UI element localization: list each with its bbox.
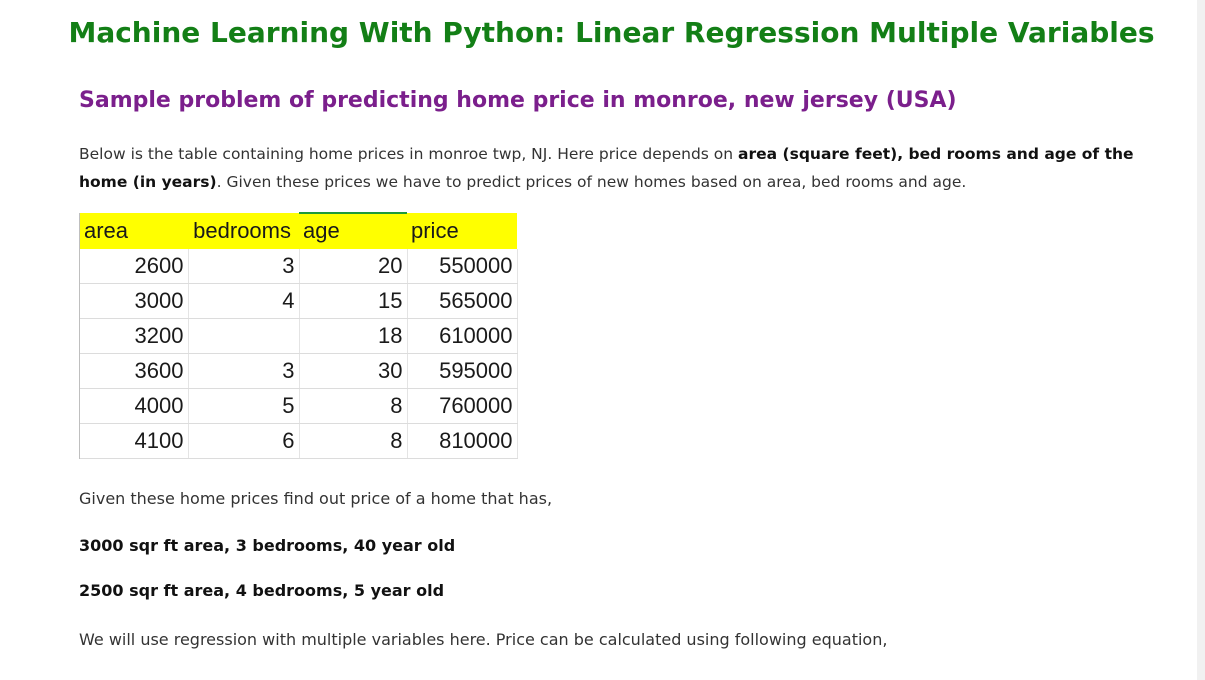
cell-age: 15 <box>299 283 408 319</box>
question-1: 3000 sqr ft area, 3 bedrooms, 40 year ol… <box>79 536 456 555</box>
cell-price: 595000 <box>407 353 518 389</box>
table-row: 4100 6 8 810000 <box>80 423 518 459</box>
scrollbar-track[interactable] <box>1197 0 1205 680</box>
cell-bedrooms: 4 <box>188 283 300 319</box>
question-intro: Given these home prices find out price o… <box>79 489 553 508</box>
intro-paragraph: Below is the table containing home price… <box>79 140 1159 196</box>
cell-price: 550000 <box>407 249 518 284</box>
table-row: 2600 3 20 550000 <box>80 249 518 284</box>
cell-age: 8 <box>299 388 408 424</box>
cell-age: 20 <box>299 249 408 284</box>
cell-area: 4000 <box>80 388 189 424</box>
cell-age: 8 <box>299 423 408 459</box>
cell-area: 3200 <box>80 318 189 354</box>
cell-bedrooms: 3 <box>188 249 300 284</box>
table-row: 3200 18 610000 <box>80 318 518 354</box>
cell-area: 3600 <box>80 353 189 389</box>
cell-bedrooms <box>188 318 300 354</box>
cell-bedrooms: 5 <box>188 388 300 424</box>
header-age: age <box>299 213 407 249</box>
cell-area: 2600 <box>80 249 189 284</box>
cell-area: 4100 <box>80 423 189 459</box>
cell-price: 810000 <box>407 423 518 459</box>
cell-bedrooms: 6 <box>188 423 300 459</box>
table-header-row: area bedrooms age price <box>80 213 517 249</box>
page-title: Machine Learning With Python: Linear Reg… <box>68 16 1155 49</box>
intro-bold-text: area (square feet), bed rooms and age of… <box>79 145 1134 191</box>
header-price: price <box>407 213 517 249</box>
cell-bedrooms: 3 <box>188 353 300 389</box>
cell-price: 610000 <box>407 318 518 354</box>
cell-price: 760000 <box>407 388 518 424</box>
intro-text-1: Below is the table containing home price… <box>79 145 739 163</box>
table-row: 3000 4 15 565000 <box>80 283 518 319</box>
cell-area: 3000 <box>80 283 189 319</box>
table-row: 4000 5 8 760000 <box>80 388 518 424</box>
home-prices-table: area bedrooms age price 2600 3 20 550000… <box>79 212 518 459</box>
cell-age: 30 <box>299 353 408 389</box>
cell-selection-accent <box>299 212 407 214</box>
header-area: area <box>80 213 188 249</box>
closing-paragraph: We will use regression with multiple var… <box>79 630 888 649</box>
question-2: 2500 sqr ft area, 4 bedrooms, 5 year old <box>79 581 445 600</box>
intro-text-2: . Given these prices we have to predict … <box>216 173 967 191</box>
table-row: 3600 3 30 595000 <box>80 353 518 389</box>
cell-age: 18 <box>299 318 408 354</box>
cell-price: 565000 <box>407 283 518 319</box>
section-heading: Sample problem of predicting home price … <box>79 88 957 113</box>
header-bedrooms: bedrooms <box>188 213 299 249</box>
